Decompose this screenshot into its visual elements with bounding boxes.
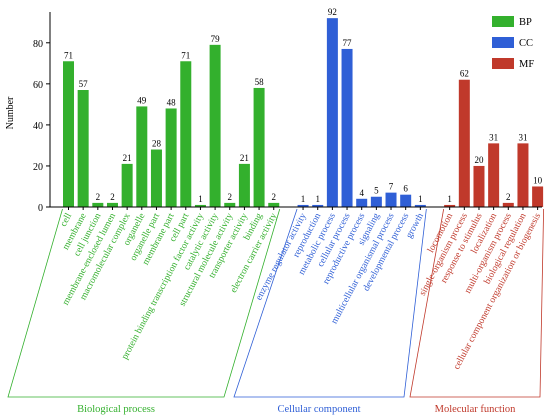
bar-value-label: 4 bbox=[359, 188, 364, 198]
bar-value-label: 57 bbox=[79, 79, 89, 89]
bar-value-label: 1 bbox=[198, 194, 203, 204]
bar-value-label: 28 bbox=[152, 139, 162, 149]
bar-cc bbox=[414, 204, 426, 207]
bar-mf bbox=[488, 143, 500, 207]
bar-value-label: 92 bbox=[328, 7, 337, 17]
bar-bp bbox=[150, 149, 162, 207]
bar-bp bbox=[253, 87, 265, 207]
bar-bp bbox=[180, 61, 192, 208]
bar-value-label: 2 bbox=[228, 192, 233, 202]
bar-cc bbox=[312, 204, 324, 207]
y-tick-label: 0 bbox=[38, 203, 43, 214]
bar-value-label: 6 bbox=[403, 184, 408, 194]
legend-swatch-bp bbox=[492, 16, 514, 27]
bar-value-label: 2 bbox=[506, 192, 511, 202]
bar-value-label: 1 bbox=[418, 194, 423, 204]
bar-value-label: 21 bbox=[240, 153, 249, 163]
group-label-bp: Biological process bbox=[77, 404, 155, 415]
group-label-cc: Cellular component bbox=[277, 404, 360, 415]
bar-cc bbox=[400, 194, 412, 207]
bar-value-label: 2 bbox=[96, 192, 101, 202]
bar-value-label: 62 bbox=[460, 69, 469, 79]
group-labels: Biological process Cellular component Mole… bbox=[77, 404, 516, 415]
bar-bp bbox=[63, 61, 74, 208]
bar-value-label: 20 bbox=[474, 155, 484, 165]
bar-bp bbox=[121, 163, 133, 207]
bar-bp bbox=[224, 202, 236, 207]
bar-bp bbox=[194, 204, 206, 207]
bar-value-label: 31 bbox=[518, 132, 527, 142]
bar-value-label: 1 bbox=[447, 194, 452, 204]
bar-mf bbox=[473, 165, 485, 207]
y-tick-label: 80 bbox=[33, 39, 43, 50]
bar-value-label: 2 bbox=[110, 192, 115, 202]
bar-value-label: 1 bbox=[301, 194, 306, 204]
group-outline-bp bbox=[7, 208, 281, 398]
bar-cc bbox=[370, 196, 382, 207]
bar-value-label: 49 bbox=[137, 95, 147, 105]
bar-cc bbox=[356, 198, 368, 207]
bar-bp bbox=[165, 108, 177, 207]
bar-mf bbox=[532, 186, 544, 207]
bar-mf bbox=[517, 143, 529, 207]
y-tick-label: 40 bbox=[33, 121, 43, 132]
bar-value-label: 21 bbox=[123, 153, 132, 163]
bar-cc bbox=[297, 204, 309, 207]
bar-bp bbox=[268, 202, 280, 207]
bar-value-label: 71 bbox=[181, 50, 190, 60]
bar-cc bbox=[326, 18, 338, 207]
bar-value-label: 5 bbox=[374, 186, 379, 196]
y-tick-label: 20 bbox=[33, 162, 43, 173]
bar-value-label: 10 bbox=[533, 175, 543, 185]
bars bbox=[63, 18, 544, 208]
bar-value-label: 2 bbox=[271, 192, 276, 202]
bar-value-label: 31 bbox=[489, 132, 498, 142]
legend-label-bp: BP bbox=[519, 17, 532, 28]
bar-value-label: 48 bbox=[167, 97, 177, 107]
bar-bp bbox=[238, 163, 250, 207]
bar-bp bbox=[106, 202, 118, 207]
group-outline-mf bbox=[409, 208, 545, 398]
bar-bp bbox=[92, 202, 104, 207]
bar-bp bbox=[209, 44, 221, 208]
group-outline-cc bbox=[233, 208, 427, 398]
legend-swatch-mf bbox=[492, 58, 514, 69]
bar-value-label: 77 bbox=[343, 38, 353, 48]
legend-label-mf: MF bbox=[519, 59, 534, 70]
bar-mf bbox=[502, 202, 514, 207]
bar-mf bbox=[444, 204, 456, 207]
axes: 0 20 40 60 80 bbox=[33, 12, 542, 214]
bar-value-label: 58 bbox=[255, 77, 265, 87]
group-label-mf: Molecular function bbox=[435, 404, 517, 415]
bar-bp bbox=[77, 90, 89, 207]
bar-bp bbox=[136, 106, 148, 207]
legend: BP CC MF bbox=[492, 16, 534, 70]
bar-value-label: 1 bbox=[315, 194, 320, 204]
bar-cc bbox=[385, 192, 397, 207]
legend-label-cc: CC bbox=[519, 38, 533, 49]
bar-mf bbox=[458, 79, 470, 207]
y-axis-label: Number bbox=[5, 96, 16, 129]
category-group-outlines bbox=[7, 208, 545, 398]
y-tick-label: 60 bbox=[33, 80, 43, 91]
bar-cc bbox=[341, 48, 353, 207]
legend-swatch-cc bbox=[492, 37, 514, 48]
bar-value-label: 7 bbox=[389, 182, 394, 192]
bar-value-label: 79 bbox=[211, 34, 221, 44]
bar-value-label: 71 bbox=[64, 50, 73, 60]
